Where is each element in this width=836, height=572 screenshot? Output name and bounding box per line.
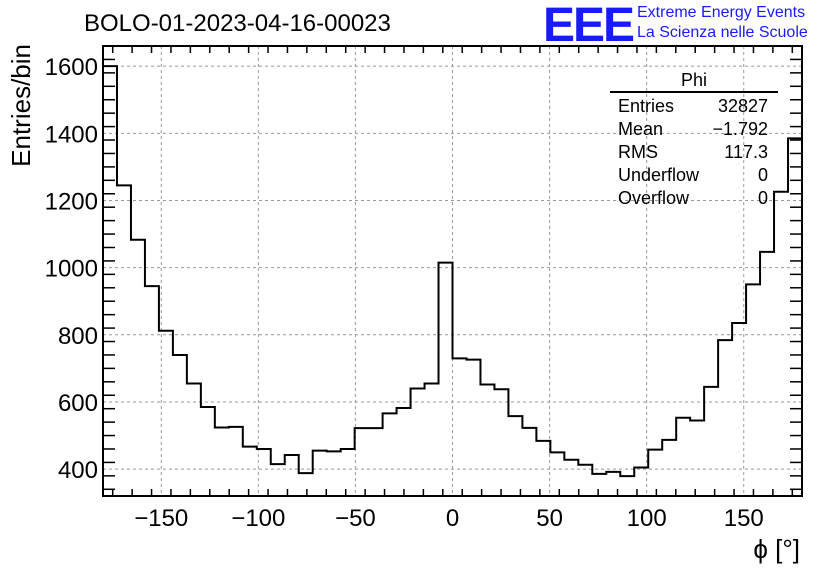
- x-axis-label: ϕ [°]: [753, 534, 800, 564]
- stats-label: Overflow: [618, 188, 690, 208]
- stats-value: 117.3: [724, 142, 768, 162]
- x-tick-label: 0: [446, 505, 459, 532]
- chart-title: BOLO-01-2023-04-16-00023: [84, 10, 391, 37]
- stats-label: Entries: [618, 96, 675, 116]
- histogram-line: [103, 65, 802, 478]
- stats-title: Phi: [680, 70, 707, 90]
- stats-value: 32827: [717, 96, 768, 116]
- stats-row: RMS 117.3: [610, 141, 778, 164]
- stats-label: RMS: [618, 142, 658, 162]
- y-tick-label: 600: [58, 390, 98, 417]
- x-tick-label: −100: [231, 505, 285, 532]
- stats-value: −1.792: [712, 119, 768, 139]
- stats-row: Underflow 0: [610, 164, 778, 187]
- stats-box: Phi Entries 32827 Mean −1.792 RMS 117.3 …: [610, 70, 778, 210]
- x-tick-label: 150: [724, 505, 764, 532]
- stats-value: 0: [757, 165, 768, 185]
- y-tick-label: 1400: [45, 121, 98, 148]
- logo-subtitle-1: Extreme Energy Events: [637, 4, 806, 21]
- eee-logo: EEE: [543, 0, 635, 52]
- x-tick-label: −50: [335, 505, 376, 532]
- x-tick-label: 50: [536, 505, 563, 532]
- y-tick-label: 800: [58, 323, 98, 350]
- stats-label: Mean: [618, 119, 664, 139]
- stats-divider: [610, 91, 778, 93]
- x-axis-ticks: −150 −100 −50 0 50 100 150: [111, 46, 794, 532]
- y-tick-label: 1200: [45, 188, 98, 215]
- y-axis-ticks: 400 600 800 1000 1200 1400 1600: [45, 54, 802, 491]
- y-axis-label: Entries/bin: [6, 44, 36, 167]
- x-tick-label: −150: [134, 505, 188, 532]
- stats-row: Overflow 0: [610, 187, 778, 210]
- y-tick-label: 400: [58, 457, 98, 484]
- grid-lines: [103, 46, 802, 496]
- stats-label: Underflow: [618, 165, 700, 185]
- y-tick-label: 1600: [45, 54, 98, 81]
- stats-row: Mean −1.792: [610, 118, 778, 141]
- y-tick-label: 1000: [45, 256, 98, 283]
- x-tick-label: 100: [627, 505, 667, 532]
- stats-row: Entries 32827: [610, 95, 778, 118]
- stats-value: 0: [757, 188, 768, 208]
- plot-frame: [102, 45, 803, 497]
- logo-subtitle-2: La Scienza nelle Scuole: [637, 24, 808, 41]
